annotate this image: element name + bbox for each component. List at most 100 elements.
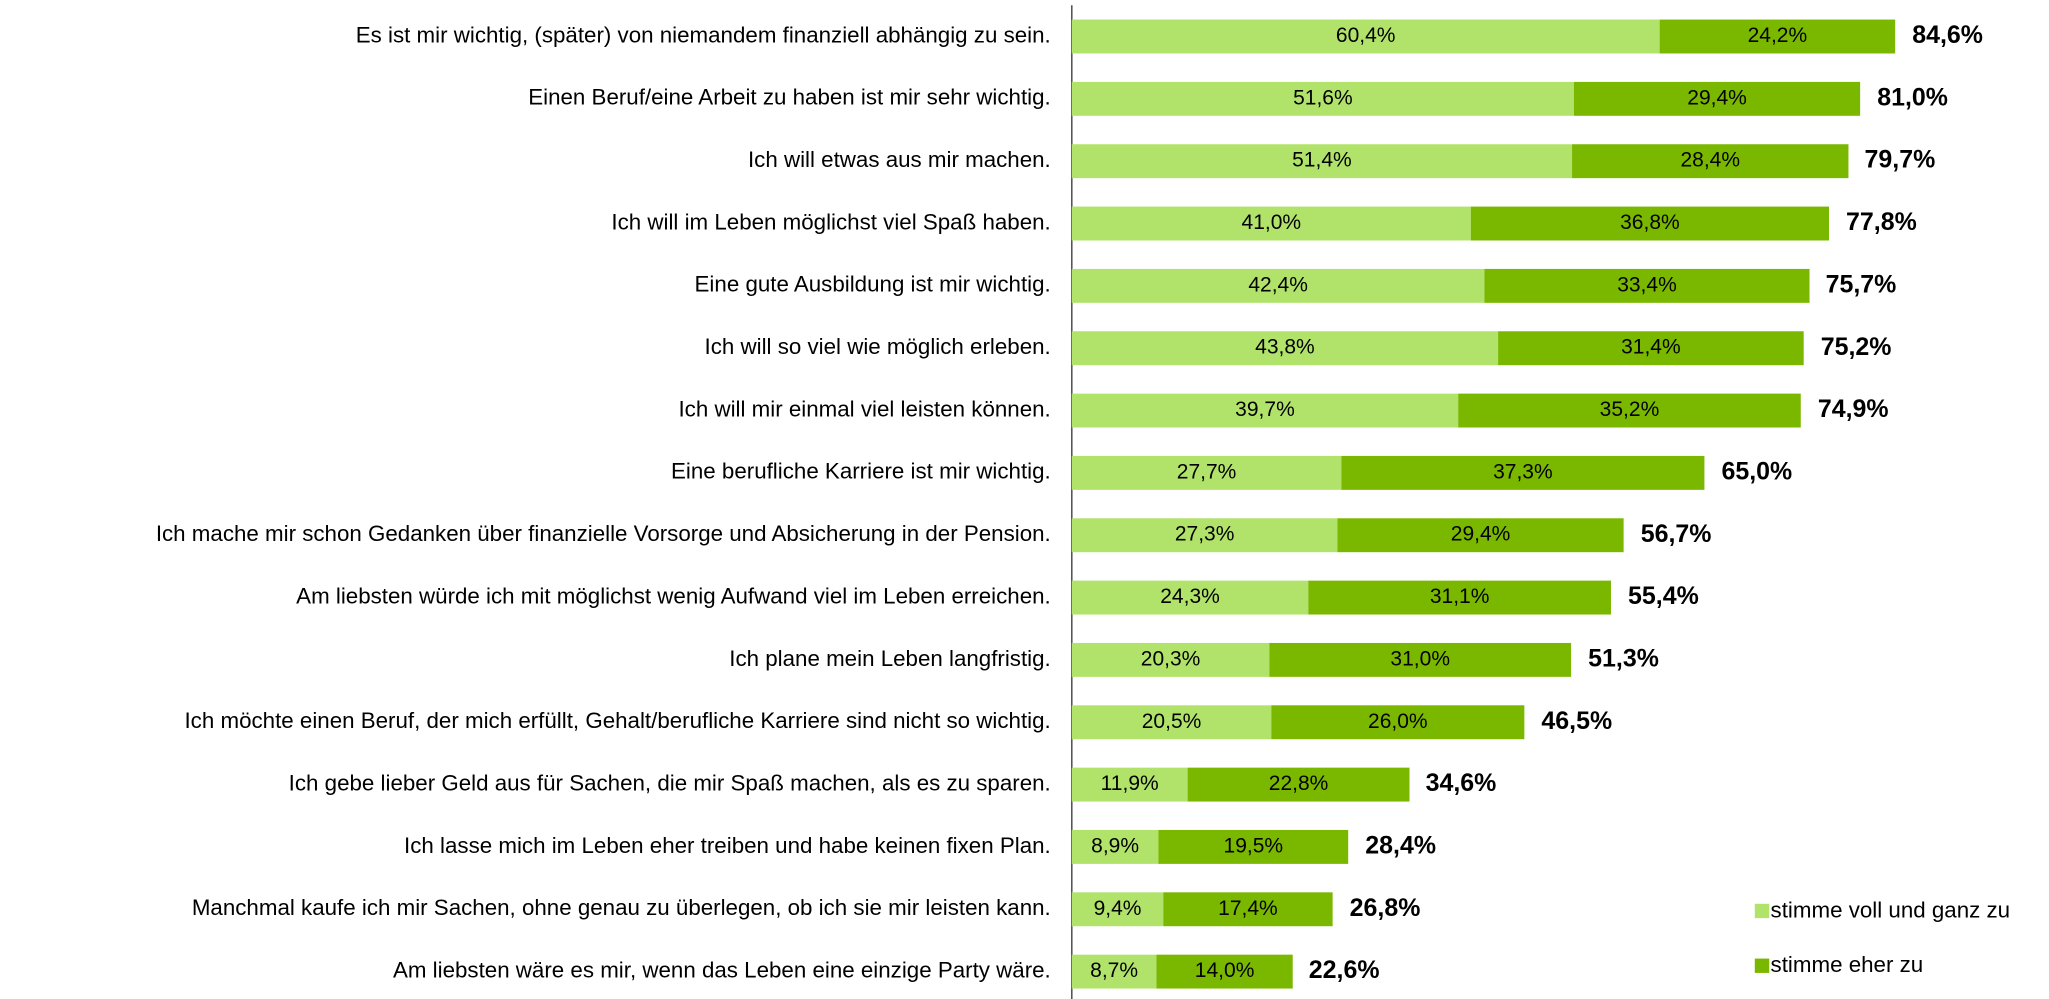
bar-segment <box>1071 954 1157 989</box>
total-label: 26,8% <box>1350 894 1421 922</box>
total-label: 79,7% <box>1865 146 1936 174</box>
total-label: 55,4% <box>1628 582 1699 610</box>
value-label: 35,2% <box>1600 398 1660 421</box>
value-label: 28,4% <box>1680 149 1740 172</box>
category-label: Ich will mir einmal viel leisten können. <box>678 396 1050 421</box>
value-label: 41,0% <box>1242 211 1302 234</box>
bar-segment <box>1659 19 1896 54</box>
value-label: 51,6% <box>1293 86 1353 109</box>
bar-segment <box>1071 268 1485 303</box>
legend-label: stimme voll und ganz zu <box>1771 898 2011 923</box>
bar-segment <box>1572 144 1849 179</box>
total-label: 84,6% <box>1912 21 1983 49</box>
legend-swatch <box>1754 958 1770 973</box>
bar-segment <box>1071 331 1499 366</box>
bar-segment <box>1187 767 1410 802</box>
bar-segment <box>1071 767 1188 802</box>
value-label: 14,0% <box>1195 959 1255 982</box>
value-label: 60,4% <box>1336 24 1396 47</box>
total-label: 56,7% <box>1641 520 1712 548</box>
bar-segment <box>1470 206 1829 241</box>
value-label: 36,8% <box>1620 211 1680 234</box>
value-label: 24,2% <box>1748 24 1808 47</box>
bar-segment <box>1071 81 1574 116</box>
category-label: Ich lasse mich im Leben eher treiben und… <box>404 833 1051 858</box>
value-label: 19,5% <box>1224 835 1284 858</box>
total-label: 34,6% <box>1426 769 1497 797</box>
value-label: 42,4% <box>1248 273 1308 296</box>
value-label: 26,0% <box>1368 710 1428 733</box>
bar-segment <box>1308 580 1611 615</box>
category-label: Eine berufliche Karriere ist mir wichtig… <box>671 459 1051 484</box>
value-label: 31,4% <box>1621 336 1681 359</box>
total-label: 65,0% <box>1721 458 1792 486</box>
value-label: 31,1% <box>1430 585 1490 608</box>
bar-segment <box>1071 19 1660 54</box>
total-label: 77,8% <box>1846 208 1917 236</box>
legend-swatch <box>1754 903 1770 919</box>
value-label: 27,3% <box>1175 523 1235 546</box>
value-label: 29,4% <box>1451 523 1511 546</box>
value-label: 43,8% <box>1255 336 1315 359</box>
category-label: Einen Beruf/eine Arbeit zu haben ist mir… <box>528 85 1051 110</box>
category-label: Ich plane mein Leben langfristig. <box>729 646 1050 671</box>
bar-segment <box>1271 705 1525 740</box>
category-label: Ich will etwas aus mir machen. <box>748 147 1051 172</box>
value-label: 51,4% <box>1292 149 1352 172</box>
bar-segment <box>1341 455 1705 490</box>
bar-segment <box>1071 705 1272 740</box>
category-label: Manchmal kaufe ich mir Sachen, ohne gena… <box>192 895 1051 920</box>
value-label: 17,4% <box>1218 897 1278 920</box>
total-label: 75,7% <box>1826 270 1897 298</box>
value-label: 27,7% <box>1177 460 1237 483</box>
total-label: 75,2% <box>1821 333 1892 361</box>
total-label: 28,4% <box>1365 832 1436 860</box>
category-label: Am liebsten würde ich mit möglichst weni… <box>296 583 1051 608</box>
value-label: 29,4% <box>1687 86 1747 109</box>
bar-segment <box>1071 829 1159 864</box>
value-label: 11,9% <box>1101 772 1159 795</box>
bar-segment <box>1071 580 1309 615</box>
value-label: 22,8% <box>1269 772 1329 795</box>
total-label: 51,3% <box>1588 645 1659 673</box>
category-label: Am liebsten wäre es mir, wenn das Leben … <box>393 958 1051 983</box>
value-label: 39,7% <box>1235 398 1295 421</box>
total-label: 74,9% <box>1818 395 1889 423</box>
bar-segment <box>1071 393 1459 428</box>
category-label: Eine gute Ausbildung ist mir wichtig. <box>695 272 1051 297</box>
category-label: Es ist mir wichtig, (später) von niemand… <box>356 22 1051 47</box>
bar-segment <box>1458 393 1801 428</box>
bar-segment <box>1337 518 1624 553</box>
total-label: 81,0% <box>1877 83 1948 111</box>
bar-segment <box>1156 954 1293 989</box>
value-label: 20,5% <box>1142 710 1202 733</box>
bar-segment <box>1573 81 1861 116</box>
value-label: 8,9% <box>1091 835 1139 858</box>
value-label: 31,0% <box>1390 647 1450 670</box>
bar-segment <box>1498 331 1804 366</box>
category-label: Ich möchte einen Beruf, der mich erfüllt… <box>184 708 1050 733</box>
value-label: 24,3% <box>1160 585 1220 608</box>
category-label: Ich will so viel wie möglich erleben. <box>705 334 1051 359</box>
bar-segment <box>1269 642 1572 677</box>
bar-segment <box>1071 206 1471 241</box>
bar-segment <box>1484 268 1810 303</box>
bar-segment <box>1071 642 1270 677</box>
value-label: 33,4% <box>1617 273 1677 296</box>
bar-segment <box>1158 829 1349 864</box>
value-label: 20,3% <box>1141 647 1201 670</box>
total-label: 46,5% <box>1541 707 1612 735</box>
bar-segment <box>1071 455 1342 490</box>
category-label: Ich gebe lieber Geld aus für Sachen, die… <box>289 771 1051 796</box>
total-label: 22,6% <box>1309 956 1380 984</box>
bar-segment <box>1071 518 1338 553</box>
bar-segment <box>1071 892 1164 927</box>
bar-segment <box>1163 892 1333 927</box>
bar-segment <box>1071 144 1573 179</box>
value-label: 8,7% <box>1090 959 1138 982</box>
value-label: 37,3% <box>1493 460 1553 483</box>
category-label: Ich will im Leben möglichst viel Spaß ha… <box>611 209 1050 234</box>
value-label: 9,4% <box>1094 897 1142 920</box>
category-label: Ich mache mir schon Gedanken über finanz… <box>156 521 1051 546</box>
